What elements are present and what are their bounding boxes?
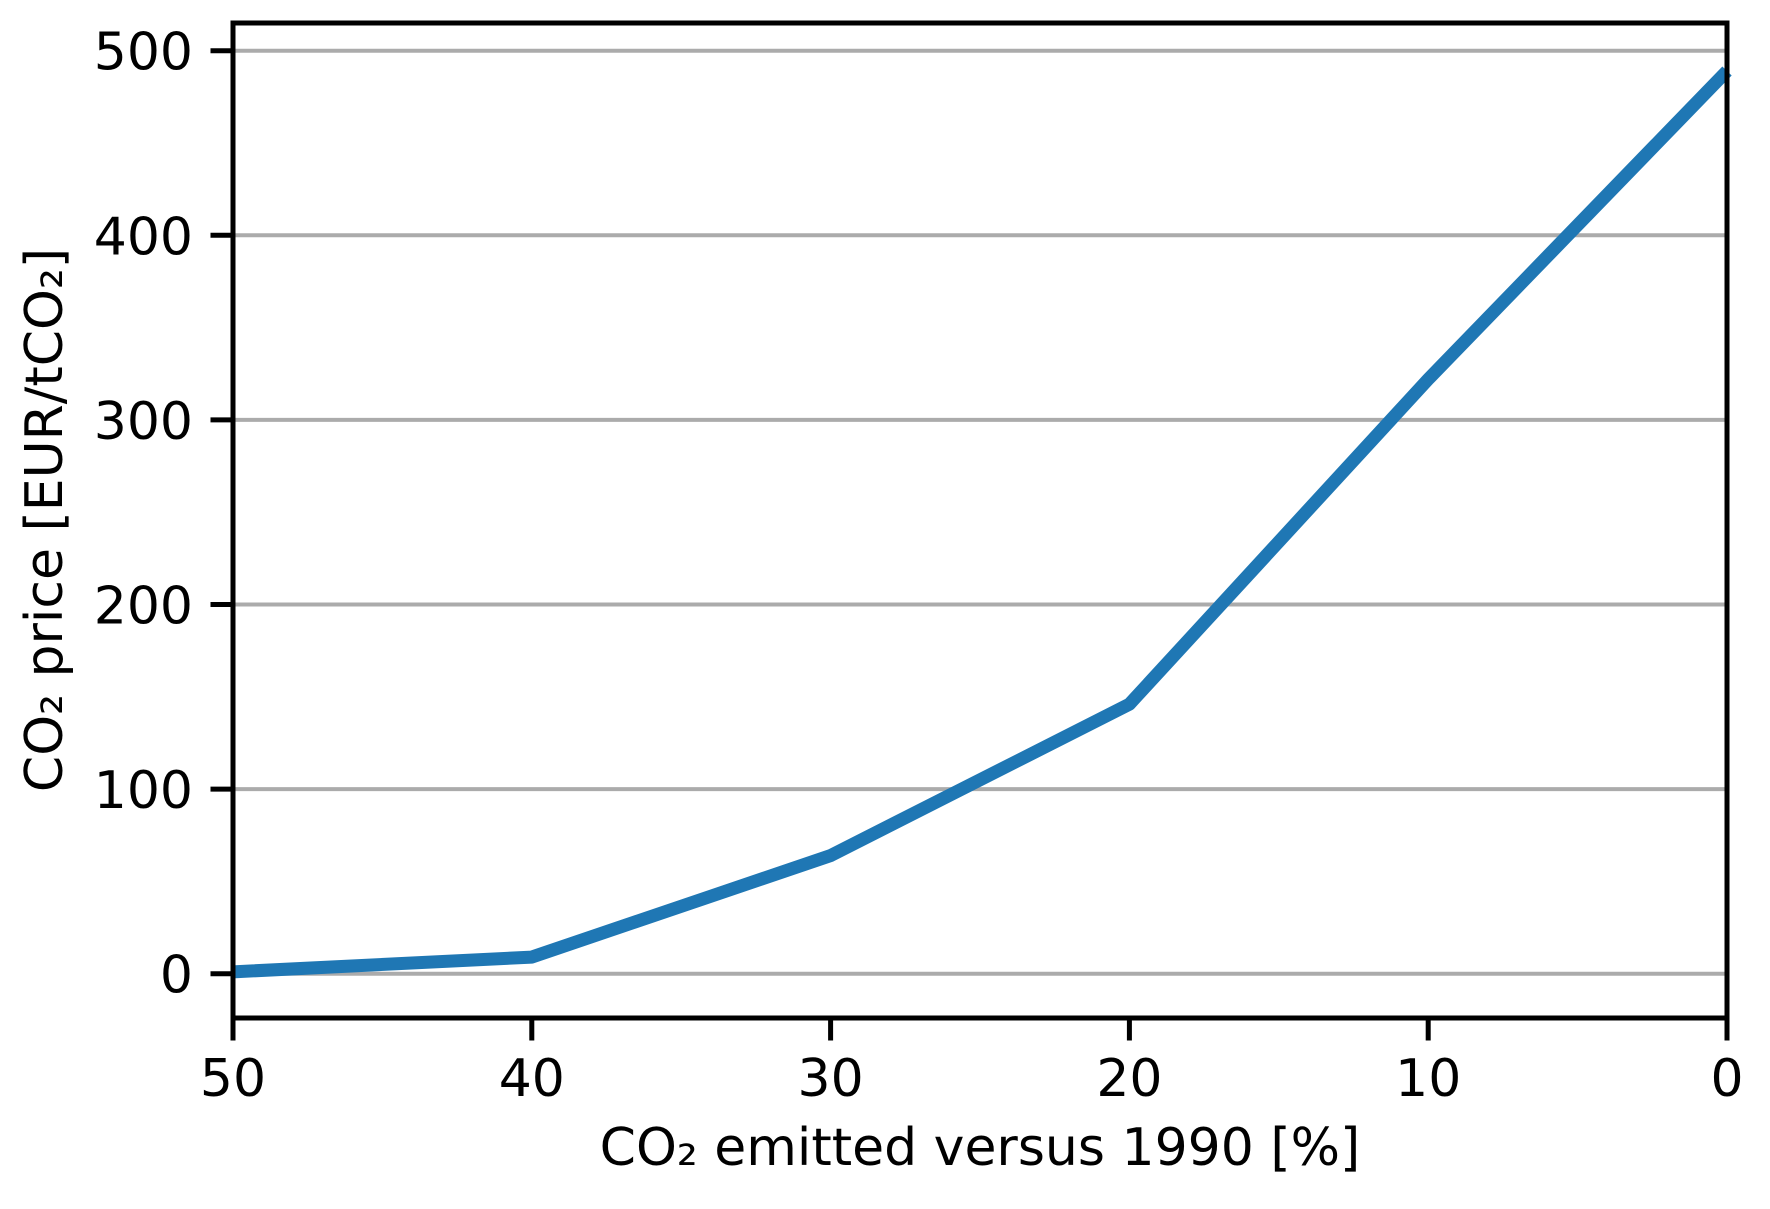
x-axis-label: CO₂ emitted versus 1990 [%] (599, 1118, 1361, 1178)
y-tick-label-200: 200 (94, 576, 193, 636)
y-tick-label-500: 500 (94, 23, 193, 83)
y-tick-label-100: 100 (94, 761, 193, 821)
x-tick-label-50: 50 (200, 1049, 266, 1109)
x-tick-label-0: 0 (1710, 1049, 1743, 1109)
y-tick-label-0: 0 (160, 946, 193, 1006)
x-tick-label-40: 40 (499, 1049, 565, 1109)
axes-spines (230, 20, 1730, 1021)
data-line (232, 66, 1732, 979)
y-tick-label-400: 400 (94, 207, 193, 267)
x-tick-label-20: 20 (1096, 1049, 1162, 1109)
x-tick-label-10: 10 (1395, 1049, 1461, 1109)
x-tick-label-30: 30 (798, 1049, 864, 1109)
y-axis-label: CO₂ price [EUR/tCO₂] (15, 247, 75, 793)
y-tick-label-300: 300 (94, 392, 193, 452)
